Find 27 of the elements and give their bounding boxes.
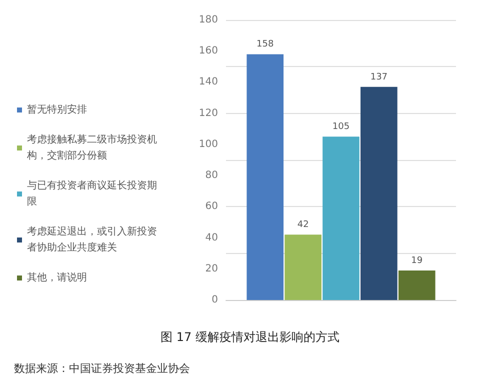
data-label: 158 xyxy=(256,40,274,50)
y-tick-label: 20 xyxy=(205,263,218,274)
y-tick-label: 80 xyxy=(205,170,218,182)
y-tick-label: 180 xyxy=(198,14,218,26)
legend-label: 暂无特别安排 xyxy=(27,104,87,116)
data-label: 19 xyxy=(411,256,423,266)
bar xyxy=(322,136,360,300)
bar xyxy=(246,54,284,300)
source-note: 数据来源：中国证券投资基金业协会 xyxy=(14,362,190,375)
y-tick-label: 140 xyxy=(198,76,218,88)
bar xyxy=(360,86,398,300)
data-label: 105 xyxy=(332,122,350,132)
y-tick-label: 160 xyxy=(198,46,218,57)
legend-label: 考虑延迟退出，或引入新投资者协助企业共度难关 xyxy=(27,226,157,254)
text: 图 17 缓解疫情对退出影响的方式 xyxy=(160,330,340,344)
legend-label: 考虑接触私募二级市场投资机构，交割部分份额 xyxy=(26,134,157,162)
y-tick-label: 0 xyxy=(212,294,218,306)
data-label: 137 xyxy=(370,72,388,82)
bar xyxy=(398,270,436,300)
y-tick-label: 40 xyxy=(205,232,218,244)
data-label: 42 xyxy=(297,220,309,230)
legend-label: 与已有投资者商议延长投资期限 xyxy=(27,180,157,208)
y-tick-label: 100 xyxy=(198,138,218,150)
legend-label: 其他，请说明 xyxy=(27,272,87,284)
y-tick-label: 60 xyxy=(205,201,218,212)
y-tick-label: 120 xyxy=(198,108,218,119)
bar xyxy=(284,234,322,300)
